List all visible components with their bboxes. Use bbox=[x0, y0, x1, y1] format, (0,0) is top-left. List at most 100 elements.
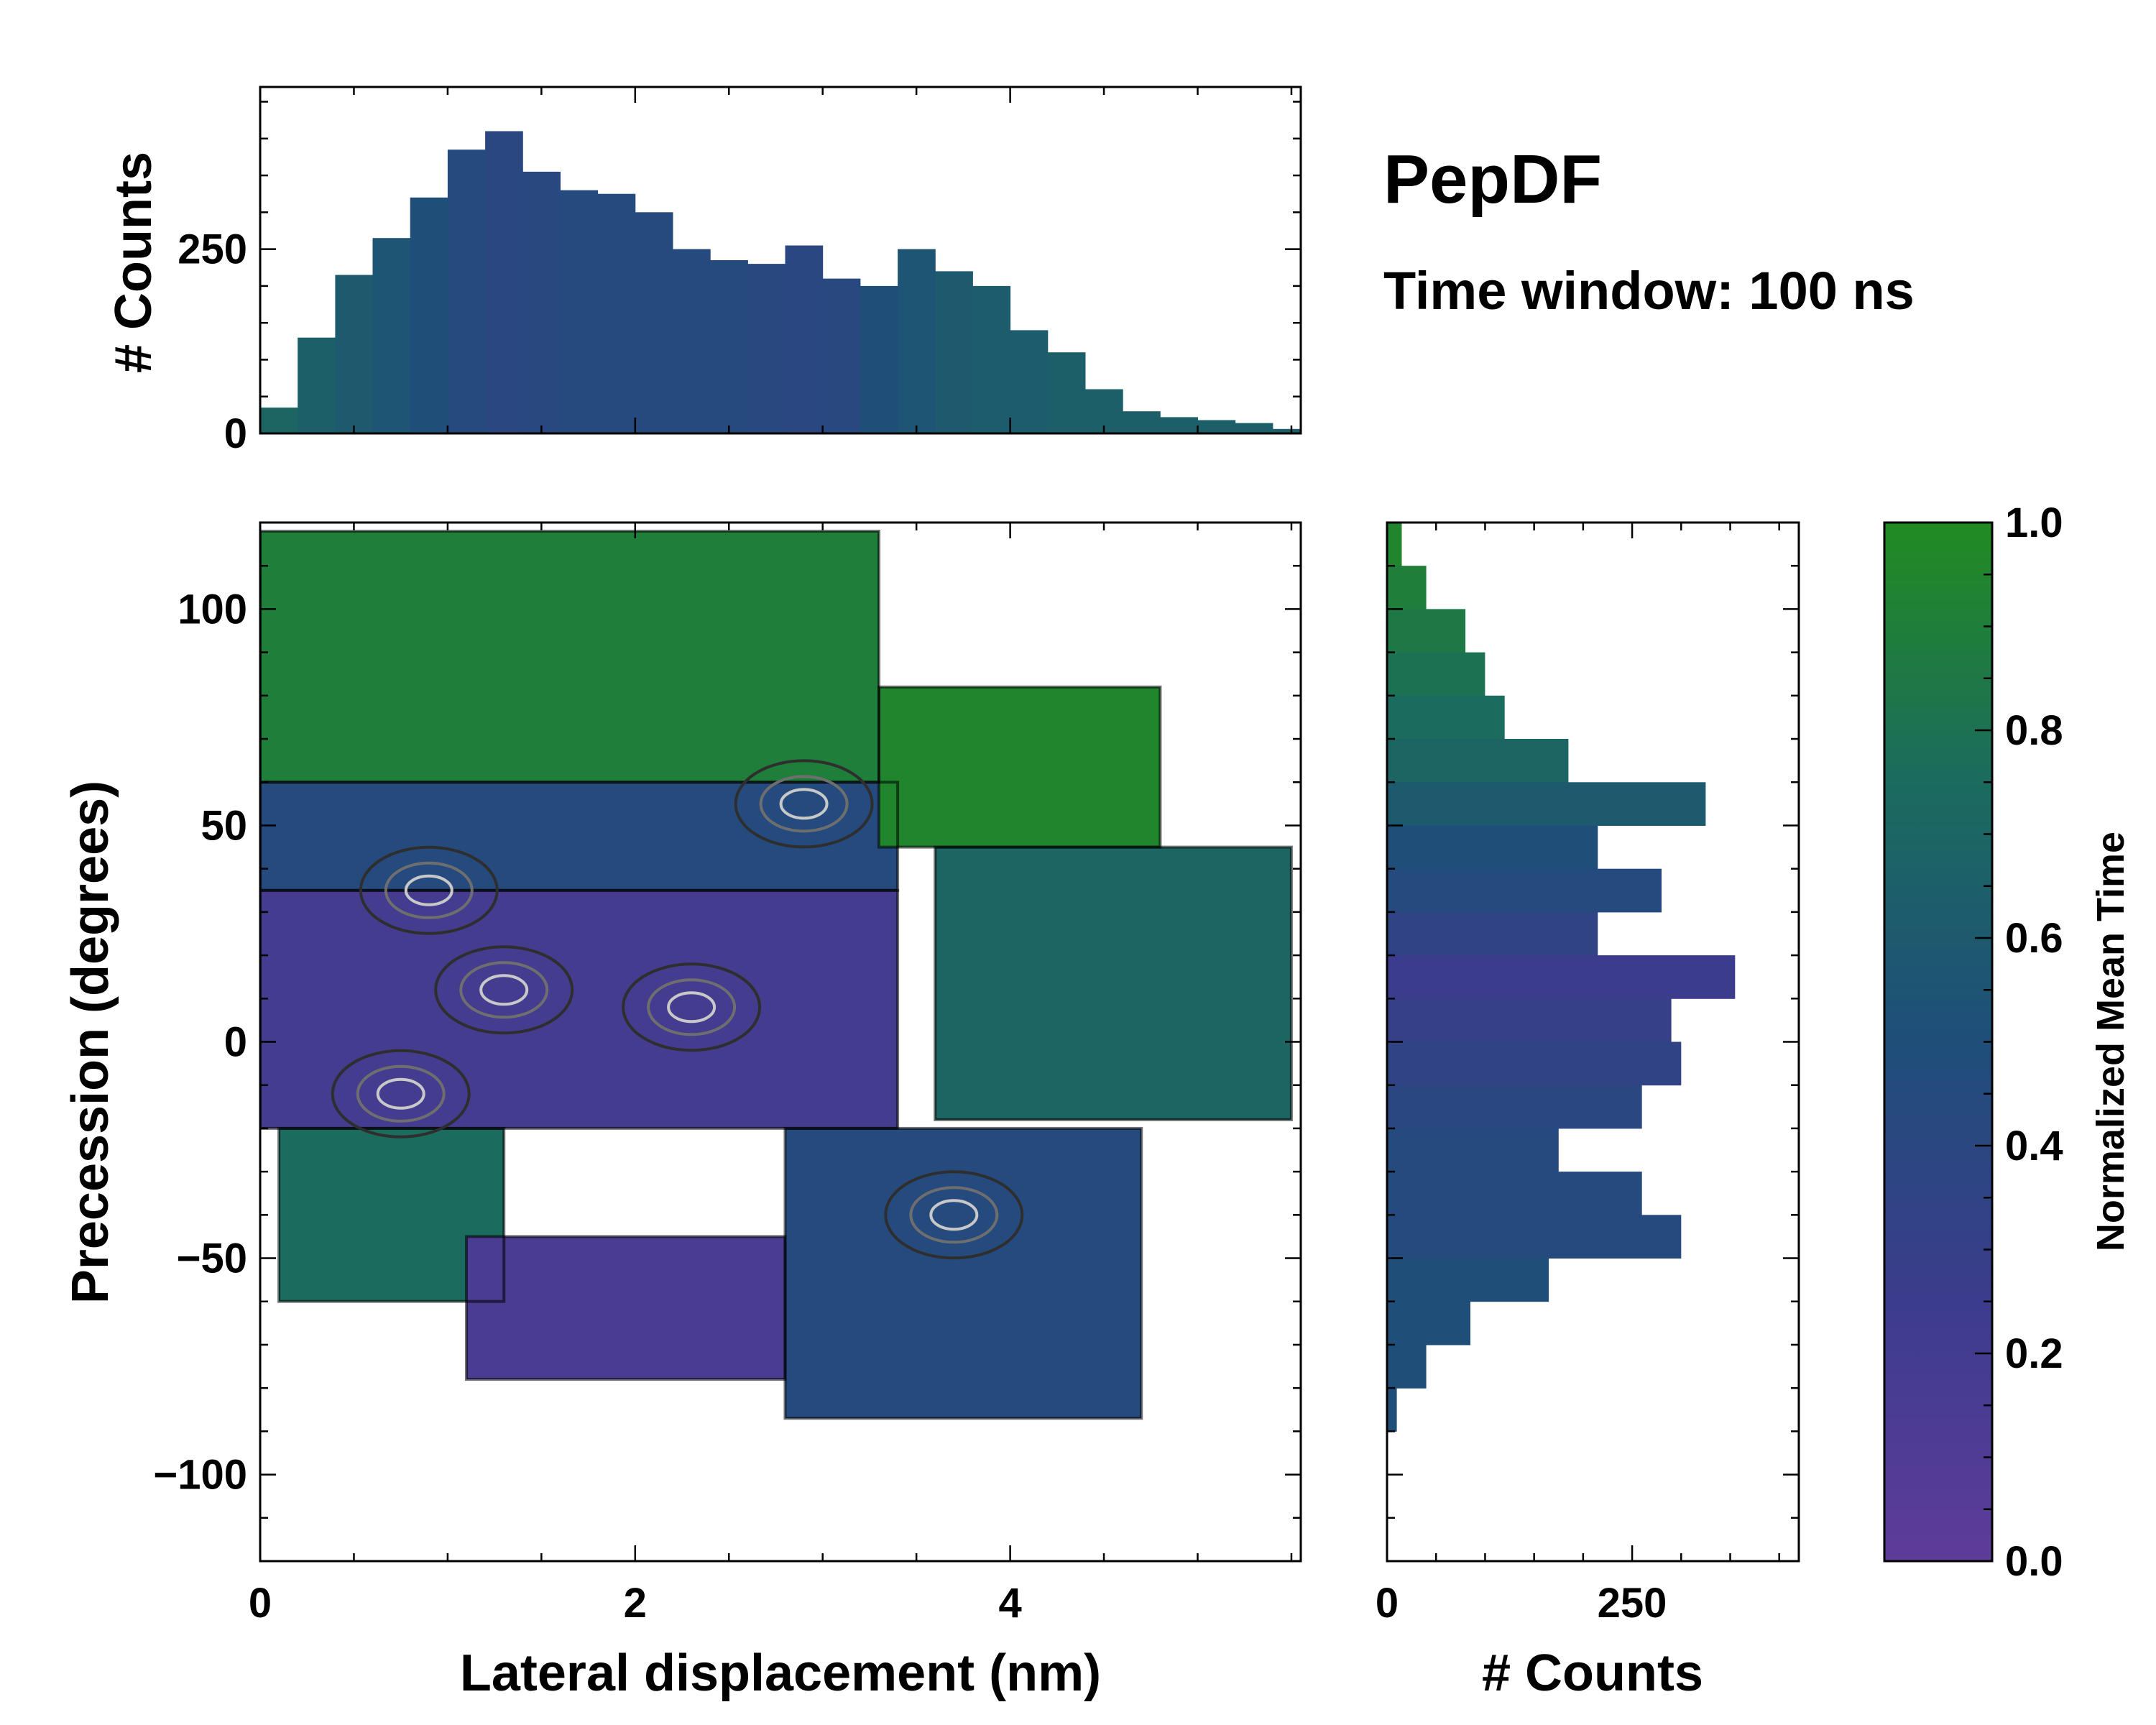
right-histogram-bar bbox=[1387, 523, 1402, 566]
right-x-tick-label: 250 bbox=[1598, 1580, 1667, 1627]
top-histogram-bar bbox=[298, 337, 336, 433]
heatmap-region bbox=[260, 531, 879, 783]
top-histogram-bar bbox=[522, 171, 561, 433]
main-y-tick-label: 100 bbox=[178, 586, 247, 632]
main-x-tick-label: 2 bbox=[624, 1580, 647, 1627]
top-histogram-bar bbox=[1197, 420, 1236, 433]
density-contour-ring bbox=[647, 978, 737, 1036]
top-histogram-bar bbox=[1160, 417, 1198, 433]
top-histogram-bar bbox=[560, 190, 599, 433]
right-histogram-bar bbox=[1387, 825, 1598, 870]
top-histogram: 0 250 # Counts bbox=[105, 86, 1302, 457]
main-x-axis: 0 2 4 bbox=[249, 523, 1293, 1627]
colorbar-tick-label: 0.2 bbox=[2005, 1330, 2063, 1377]
top-histogram-frame bbox=[259, 86, 1302, 435]
region-contour bbox=[783, 1126, 1143, 1420]
heatmap-cells bbox=[260, 531, 1291, 1419]
main-y-tick-label: −100 bbox=[153, 1452, 247, 1499]
right-histogram-bar bbox=[1387, 566, 1427, 610]
heatmap-region bbox=[935, 847, 1291, 1120]
top-histogram-bar bbox=[710, 260, 748, 433]
density-contour-ring bbox=[331, 1049, 471, 1138]
density-contour-ring bbox=[376, 1077, 425, 1110]
density-contour-ring bbox=[929, 1199, 979, 1231]
top-histogram-y-axis: 0 250 bbox=[178, 101, 1301, 457]
top-histogram-bar bbox=[372, 238, 411, 433]
density-contour-ring bbox=[459, 961, 549, 1019]
top-histogram-bar bbox=[260, 408, 298, 433]
density-contour-ring bbox=[384, 861, 474, 919]
right-histogram-bar bbox=[1387, 652, 1485, 696]
heatmap-region bbox=[466, 1236, 786, 1380]
colorbar-gradient bbox=[1884, 523, 1992, 1561]
colorbar-tick-label: 0.0 bbox=[2005, 1538, 2063, 1585]
main-plot: 0 2 4 −100 −50 0 50 100 Lateral displacement (… bbox=[62, 521, 1302, 1702]
top-y-tick-label: 0 bbox=[224, 410, 247, 457]
density-contour-ring bbox=[884, 1170, 1024, 1260]
density-contour-ring bbox=[479, 974, 529, 1006]
right-histogram-bar bbox=[1387, 1128, 1559, 1172]
colorbar-axis: 0.0 0.2 0.4 0.6 0.8 1.0 bbox=[1975, 500, 2063, 1585]
top-histogram-bar bbox=[673, 249, 711, 433]
top-histogram-bar bbox=[822, 278, 861, 433]
density-contour-ring bbox=[667, 991, 717, 1024]
right-histogram-x-label: # Counts bbox=[1482, 1644, 1703, 1702]
main-y-axis: −100 −50 0 50 100 bbox=[153, 564, 1301, 1519]
top-histogram-bar bbox=[485, 131, 523, 433]
top-histogram-bar bbox=[785, 245, 824, 433]
figure-subtitle: Time window: 100 ns bbox=[1383, 261, 1915, 321]
right-histogram-y-ticks bbox=[1387, 564, 1799, 1519]
main-y-tick-label: 50 bbox=[201, 802, 247, 849]
heatmap-region bbox=[260, 890, 898, 1128]
top-histogram-y-label: # Counts bbox=[105, 152, 162, 373]
top-histogram-bars bbox=[260, 131, 1301, 433]
right-histogram-bar bbox=[1387, 1388, 1397, 1432]
main-y-axis-label: Precession (degrees) bbox=[62, 781, 119, 1304]
top-histogram-bar bbox=[335, 275, 374, 433]
heatmap-region bbox=[785, 1128, 1142, 1419]
right-x-tick-label: 0 bbox=[1376, 1580, 1399, 1627]
right-histogram-bar bbox=[1387, 868, 1662, 913]
density-contour-ring bbox=[759, 775, 849, 833]
right-histogram-bar bbox=[1387, 911, 1598, 956]
density-contours bbox=[260, 530, 1293, 1420]
top-histogram-bar bbox=[1235, 423, 1273, 433]
figure-title: PepDF bbox=[1383, 141, 1602, 218]
region-contour bbox=[277, 1126, 506, 1303]
right-histogram: 0 250 # Counts bbox=[1376, 521, 1800, 1702]
top-histogram-bar bbox=[1010, 330, 1049, 433]
top-histogram-bar bbox=[1047, 352, 1086, 433]
top-histogram-bar bbox=[935, 271, 973, 433]
right-histogram-bar bbox=[1387, 1041, 1682, 1086]
colorbar-tick-label: 0.6 bbox=[2005, 915, 2063, 962]
main-y-tick-label: 0 bbox=[224, 1019, 247, 1066]
top-histogram-bar bbox=[898, 249, 936, 433]
main-x-tick-label: 4 bbox=[998, 1580, 1021, 1627]
right-histogram-bar bbox=[1387, 609, 1466, 653]
right-histogram-bar bbox=[1387, 782, 1706, 826]
top-histogram-bar bbox=[635, 212, 673, 433]
right-histogram-bar bbox=[1387, 998, 1672, 1042]
right-histogram-bar bbox=[1387, 1085, 1642, 1129]
top-histogram-bar bbox=[972, 285, 1011, 433]
region-contour bbox=[260, 888, 900, 1130]
colorbar-tick-label: 1.0 bbox=[2005, 500, 2063, 546]
top-histogram-bar bbox=[860, 285, 898, 433]
heatmap-region bbox=[260, 782, 898, 891]
top-y-tick-label: 250 bbox=[178, 226, 247, 273]
main-x-axis-label: Lateral displacement (nm) bbox=[460, 1644, 1101, 1702]
right-histogram-bar bbox=[1387, 1301, 1470, 1346]
top-histogram-bar bbox=[410, 197, 448, 433]
top-histogram-x-ticks bbox=[353, 87, 1293, 433]
right-histogram-bar bbox=[1387, 695, 1505, 740]
colorbar-label: Normalized Mean Time bbox=[2089, 832, 2132, 1251]
top-histogram-bar bbox=[747, 264, 786, 433]
right-histogram-bar bbox=[1387, 1172, 1642, 1215]
top-histogram-bar bbox=[447, 150, 486, 433]
right-histogram-bar bbox=[1387, 955, 1736, 999]
right-histogram-x-axis: 0 250 bbox=[1376, 523, 1780, 1627]
colorbar-tick-label: 0.4 bbox=[2005, 1123, 2063, 1169]
main-y-tick-label: −50 bbox=[177, 1236, 247, 1282]
right-histogram-bar bbox=[1387, 739, 1569, 783]
